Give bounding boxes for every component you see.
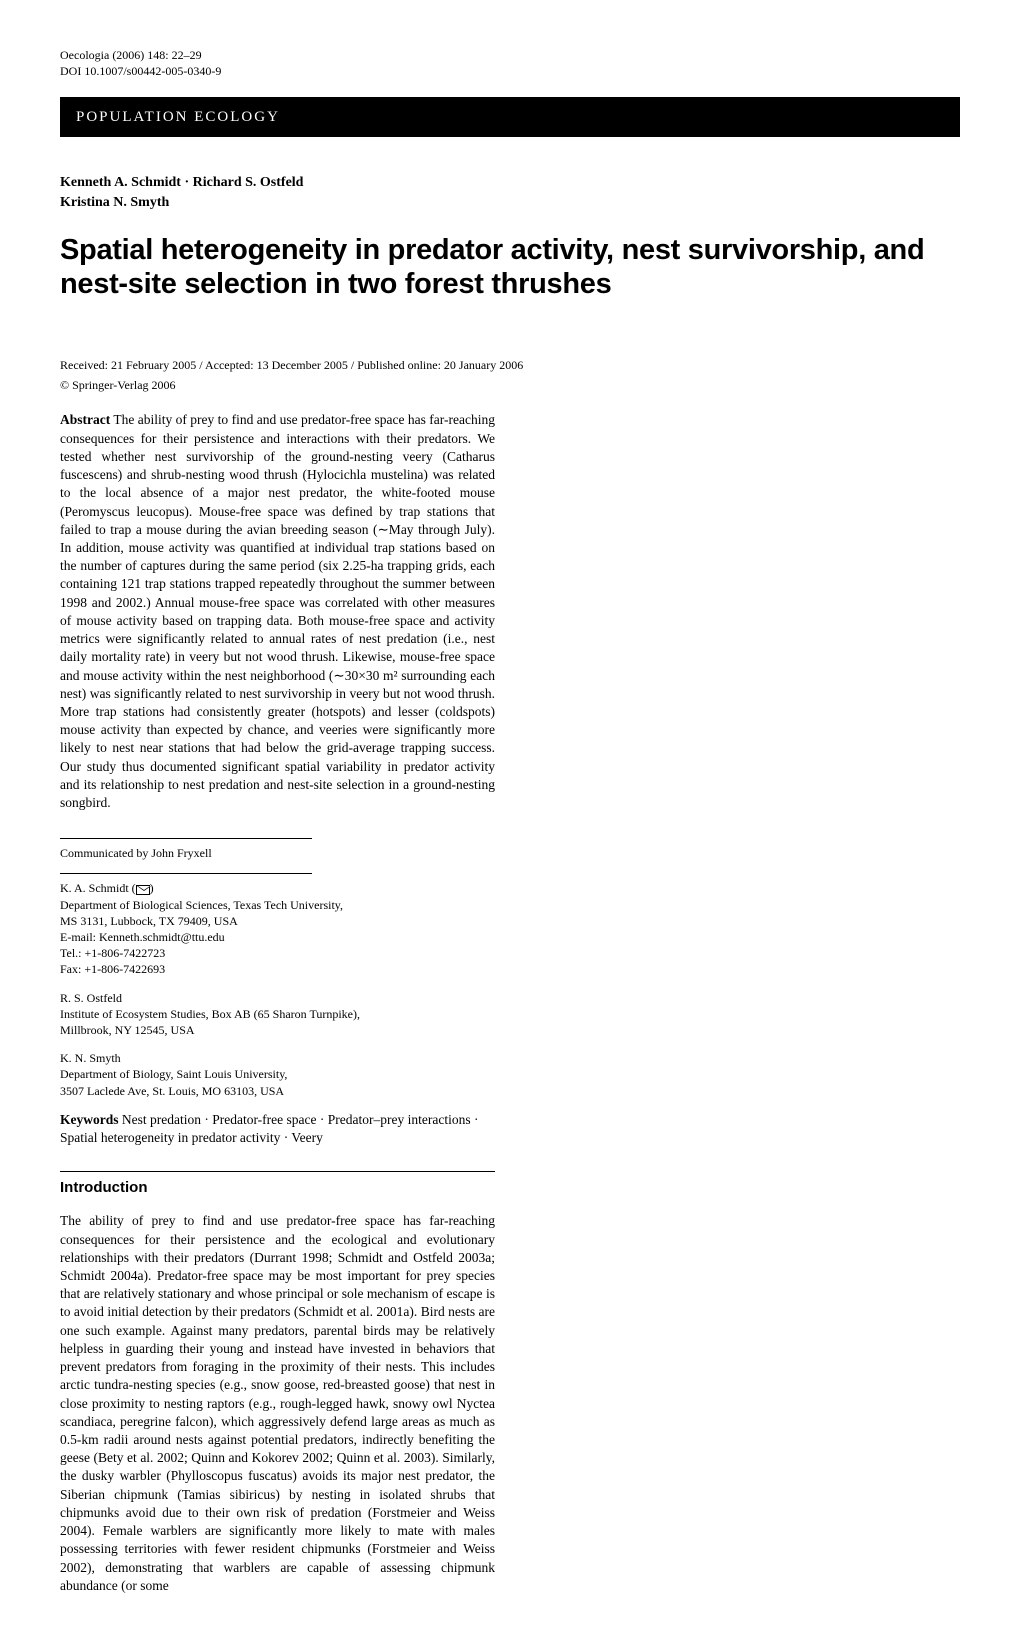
- footnotes-block: Communicated by John Fryxell K. A. Schmi…: [60, 838, 495, 1098]
- authors-line-1: Kenneth A. Schmidt · Richard S. Ostfeld: [60, 173, 960, 193]
- author1-tel: Tel.: +1-806-7422723: [60, 946, 165, 960]
- author2-name: R. S. Ostfeld: [60, 991, 122, 1005]
- section-banner: POPULATION ECOLOGY: [60, 97, 960, 137]
- author3-dept: Department of Biology, Saint Louis Unive…: [60, 1067, 287, 1081]
- author3-name: K. N. Smyth: [60, 1051, 121, 1065]
- header-meta: Oecologia (2006) 148: 22–29 DOI 10.1007/…: [60, 48, 960, 79]
- author1-name: K. A. Schmidt (: [60, 881, 136, 895]
- abstract-text: The ability of prey to find and use pred…: [60, 412, 495, 810]
- article-title: Spatial heterogeneity in predator activi…: [60, 233, 960, 301]
- keywords-label: Keywords: [60, 1112, 119, 1127]
- footnote-rule-1: [60, 838, 312, 839]
- author1-email: E-mail: Kenneth.schmidt@ttu.edu: [60, 930, 225, 944]
- footnote-rule-2: [60, 873, 312, 874]
- communicated-by: Communicated by John Fryxell: [60, 845, 495, 861]
- journal-citation: Oecologia (2006) 148: 22–29: [60, 48, 960, 64]
- keywords-paragraph: Keywords Nest predation · Predator-free …: [60, 1111, 495, 1147]
- introduction-heading: Introduction: [60, 1171, 495, 1198]
- introduction-text: The ability of prey to find and use pred…: [60, 1212, 495, 1595]
- author2-dept: Institute of Ecosystem Studies, Box AB (…: [60, 1007, 360, 1021]
- doi: DOI 10.1007/s00442-005-0340-9: [60, 64, 960, 80]
- copyright-line: © Springer-Verlag 2006: [60, 377, 960, 393]
- abstract-label: Abstract: [60, 412, 110, 427]
- author1-fax: Fax: +1-806-7422693: [60, 962, 165, 976]
- author-affiliation-2: R. S. Ostfeld Institute of Ecosystem Stu…: [60, 990, 495, 1039]
- author1-addr: MS 3131, Lubbock, TX 79409, USA: [60, 914, 238, 928]
- author1-dept: Department of Biological Sciences, Texas…: [60, 898, 343, 912]
- authors-block: Kenneth A. Schmidt · Richard S. Ostfeld …: [60, 173, 960, 212]
- two-column-body: Abstract The ability of prey to find and…: [60, 411, 960, 1595]
- author-affiliation-3: K. N. Smyth Department of Biology, Saint…: [60, 1050, 495, 1099]
- author-affiliation-1: K. A. Schmidt () Department of Biologica…: [60, 880, 495, 977]
- abstract-paragraph: Abstract The ability of prey to find and…: [60, 411, 495, 812]
- author3-addr: 3507 Laclede Ave, St. Louis, MO 63103, U…: [60, 1084, 284, 1098]
- authors-line-2: Kristina N. Smyth: [60, 193, 960, 213]
- keywords-text: Nest predation · Predator-free space · P…: [60, 1112, 478, 1145]
- author2-addr: Millbrook, NY 12545, USA: [60, 1023, 195, 1037]
- received-accepted-line: Received: 21 February 2005 / Accepted: 1…: [60, 357, 960, 373]
- corresponding-author-icon: [136, 885, 150, 895]
